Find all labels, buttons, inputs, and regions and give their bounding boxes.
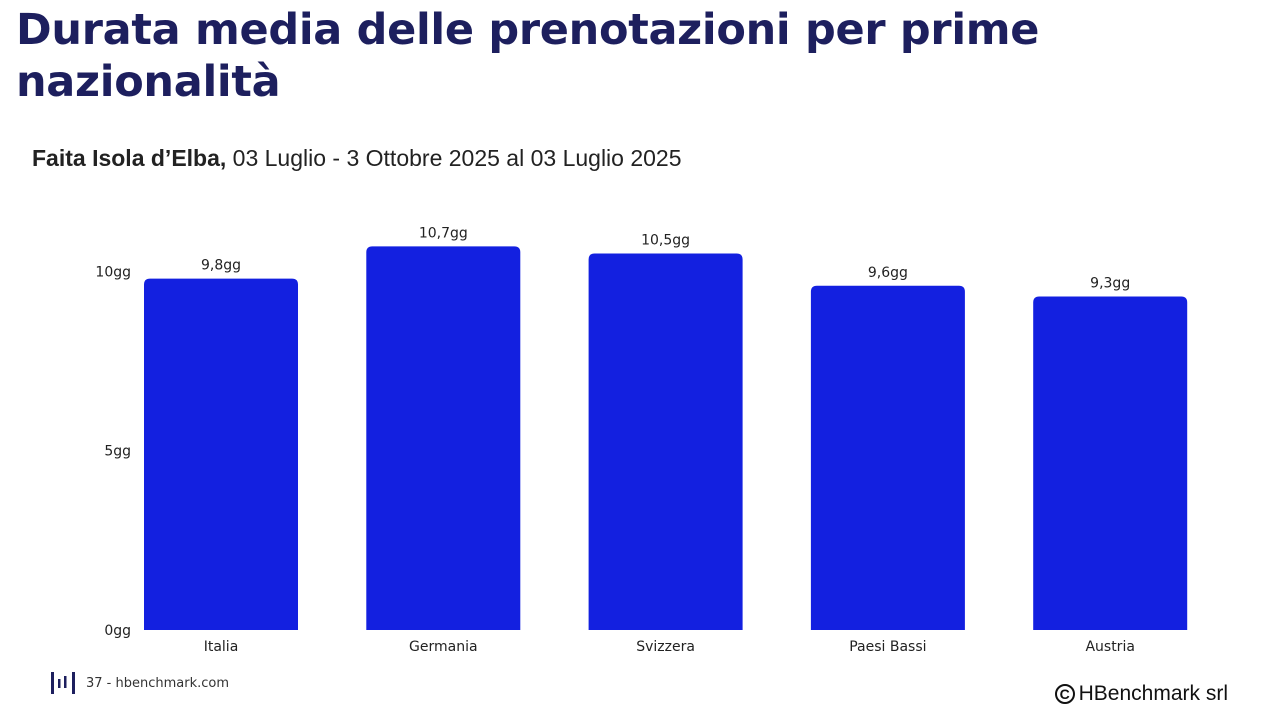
bar: [366, 246, 521, 630]
bar: [810, 285, 965, 630]
data-label: 9,6gg: [868, 265, 908, 281]
x-tick-label: Paesi Bassi: [849, 639, 926, 655]
x-tick-label: Svizzera: [636, 639, 695, 655]
x-tick-label: Germania: [409, 639, 478, 655]
data-label: 9,3gg: [1090, 276, 1130, 292]
subtitle-location: Faita Isola d’Elba,: [32, 145, 227, 171]
x-tick-label: Austria: [1085, 639, 1134, 655]
data-label: 9,8gg: [201, 258, 241, 274]
y-tick-label: 0gg: [104, 623, 131, 639]
footer-page-info: 37 - hbenchmark.com: [50, 670, 229, 696]
footer-copyright: C HBenchmark srl: [1054, 682, 1228, 706]
bar: [1033, 296, 1188, 630]
hbenchmark-logo-icon: [51, 672, 75, 694]
footer-page-text: 37 - hbenchmark.com: [86, 675, 230, 691]
copyright-text: HBenchmark srl: [1078, 682, 1228, 705]
y-tick-label: 10gg: [95, 264, 131, 280]
copyright-icon: C: [1054, 684, 1075, 704]
chart-subtitle: Faita Isola d’Elba, 03 Luglio - 3 Ottobr…: [32, 145, 682, 172]
bar-chart: 0gg 5gg 10gg 9,8gg Italia 10,7gg Germania 10,5g…: [95, 225, 1188, 655]
bar: [144, 278, 298, 630]
y-tick-label: 5gg: [104, 444, 131, 460]
data-label: 10,7gg: [419, 225, 468, 241]
page-title: Durata media delle prenotazioni per prim…: [16, 5, 1040, 107]
subtitle-period: 03 Luglio - 3 Ottobre 2025 al 03 Luglio …: [226, 145, 682, 171]
data-label: 10,5gg: [641, 233, 690, 249]
x-tick-label: Italia: [204, 639, 239, 655]
bar: [588, 253, 743, 630]
